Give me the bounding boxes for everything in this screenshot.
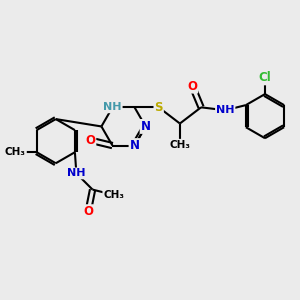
Text: Cl: Cl — [259, 71, 272, 84]
Text: N: N — [141, 120, 151, 133]
Text: O: O — [85, 134, 95, 147]
Text: O: O — [187, 80, 197, 93]
Text: NH: NH — [103, 102, 122, 112]
Text: NH: NH — [67, 168, 86, 178]
Text: O: O — [83, 205, 93, 218]
Text: CH₃: CH₃ — [5, 147, 26, 157]
Text: S: S — [154, 101, 163, 114]
Text: CH₃: CH₃ — [103, 190, 124, 200]
Text: CH₃: CH₃ — [169, 140, 190, 150]
Text: N: N — [130, 139, 140, 152]
Text: NH: NH — [216, 105, 235, 115]
